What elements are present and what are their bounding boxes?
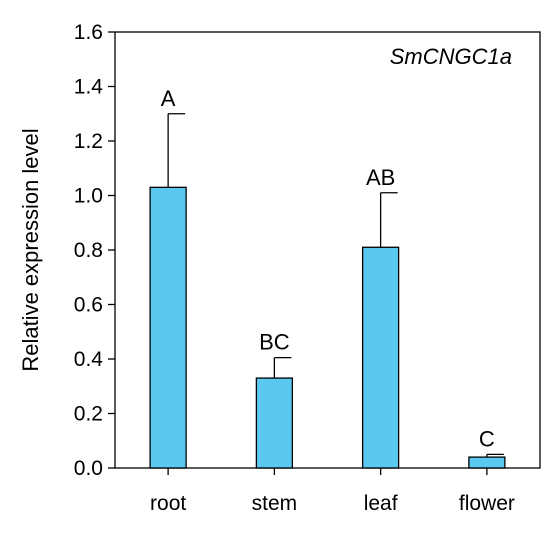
bar-root [149, 186, 187, 469]
y-tick-label: 0.8 [74, 239, 103, 262]
x-tick-label-root: root [150, 492, 186, 515]
bar-stem [255, 377, 294, 469]
significance-label-root: A [161, 86, 176, 111]
bars [149, 186, 506, 469]
significance-label-flower: C [479, 426, 495, 451]
x-tick-label-leaf: leaf [364, 492, 398, 515]
y-tick-label: 1.0 [74, 185, 103, 208]
y-axis-ticks [108, 31, 115, 469]
bar-leaf [361, 246, 400, 469]
x-tick-label-stem: stem [252, 492, 298, 515]
gene-label: SmCNGC1a [390, 44, 512, 69]
y-tick-label: 1.2 [74, 130, 103, 153]
error-bars [167, 113, 504, 458]
y-axis-title: Relative expression level [18, 128, 43, 371]
y-tick-label: 1.4 [74, 76, 104, 99]
y-tick-label: 1.6 [74, 21, 103, 44]
significance-label-stem: BC [259, 330, 290, 355]
x-axis-ticks [167, 468, 488, 475]
y-tick-label: 0.6 [74, 294, 103, 317]
y-tick-label: 0.0 [74, 457, 103, 480]
bar-flower [468, 456, 506, 469]
y-tick-label: 0.4 [74, 348, 104, 371]
y-axis-tick-labels: 0.0 0.2 0.4 0.6 0.8 1.0 1.2 1.4 1.6 [74, 21, 104, 480]
y-tick-label: 0.2 [74, 403, 103, 426]
x-tick-label-flower: flower [459, 492, 515, 515]
x-axis-tick-labels: root stem leaf flower [150, 492, 515, 515]
significance-label-leaf: AB [366, 165, 395, 190]
